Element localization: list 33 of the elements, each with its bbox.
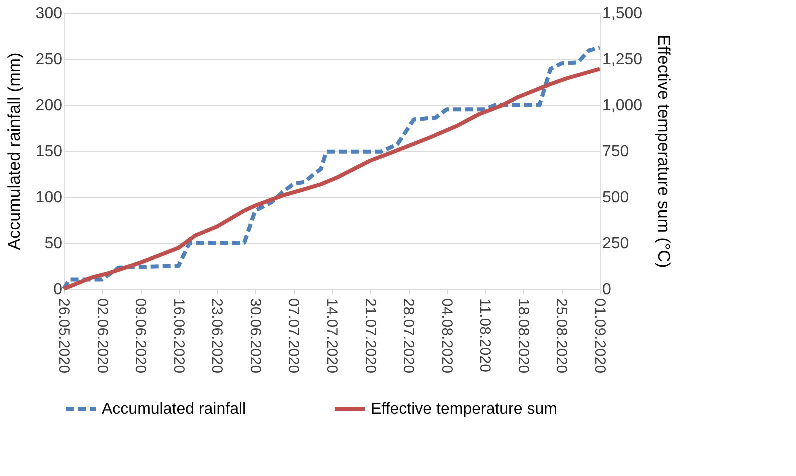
y-tick-label: 300 bbox=[36, 6, 63, 22]
y2-tick-label: 1,250 bbox=[602, 52, 643, 68]
x-tick-label: 09.06.2020 bbox=[132, 298, 150, 374]
y2-tick-label: 500 bbox=[602, 190, 630, 206]
x-tick-label: 21.07.2020 bbox=[362, 298, 379, 374]
y-tick-label: 100 bbox=[36, 190, 63, 206]
x-tick-label: 02.06.2020 bbox=[94, 298, 111, 374]
x-tick-label: 30.06.2020 bbox=[246, 298, 264, 374]
y2-tick-label: 0 bbox=[602, 282, 612, 298]
x-tick-label: 01.09.2020 bbox=[592, 298, 608, 374]
legend-label: Accumulated rainfall bbox=[102, 401, 246, 418]
y-axis-title: Accumulated rainfall (mm) bbox=[4, 52, 24, 250]
y-tick-label: 0 bbox=[54, 282, 63, 298]
y-tick-label: 50 bbox=[44, 236, 63, 252]
x-tick-label: 26.05.2020 bbox=[56, 298, 72, 374]
y-tick-label: 250 bbox=[36, 52, 63, 68]
y2-tick-label: 1,500 bbox=[602, 6, 643, 22]
x-tick-label: 18.08.2020 bbox=[514, 298, 532, 374]
x-tick-label: 16.06.2020 bbox=[170, 298, 188, 374]
x-tick-label: 07.07.2020 bbox=[285, 298, 302, 374]
legend-label: Effective temperature sum bbox=[371, 401, 558, 418]
y2-tick-label: 750 bbox=[602, 144, 630, 160]
y-tick-label: 200 bbox=[36, 98, 63, 114]
y2-tick-label: 250 bbox=[602, 236, 630, 252]
x-tick-label: 23.06.2020 bbox=[208, 298, 226, 374]
y-tick-label: 150 bbox=[36, 144, 63, 160]
y2-tick-label: 1,000 bbox=[602, 98, 643, 114]
x-tick-label: 04.08.2020 bbox=[438, 298, 456, 374]
x-tick-label: 25.08.2020 bbox=[553, 298, 570, 374]
x-tick-label: 28.07.2020 bbox=[400, 298, 418, 374]
x-tick-label: 14.07.2020 bbox=[324, 298, 340, 374]
y2-axis-title: Effective temperature sum (°C) bbox=[654, 34, 674, 268]
x-tick-label: 11.08.2020 bbox=[476, 298, 494, 372]
